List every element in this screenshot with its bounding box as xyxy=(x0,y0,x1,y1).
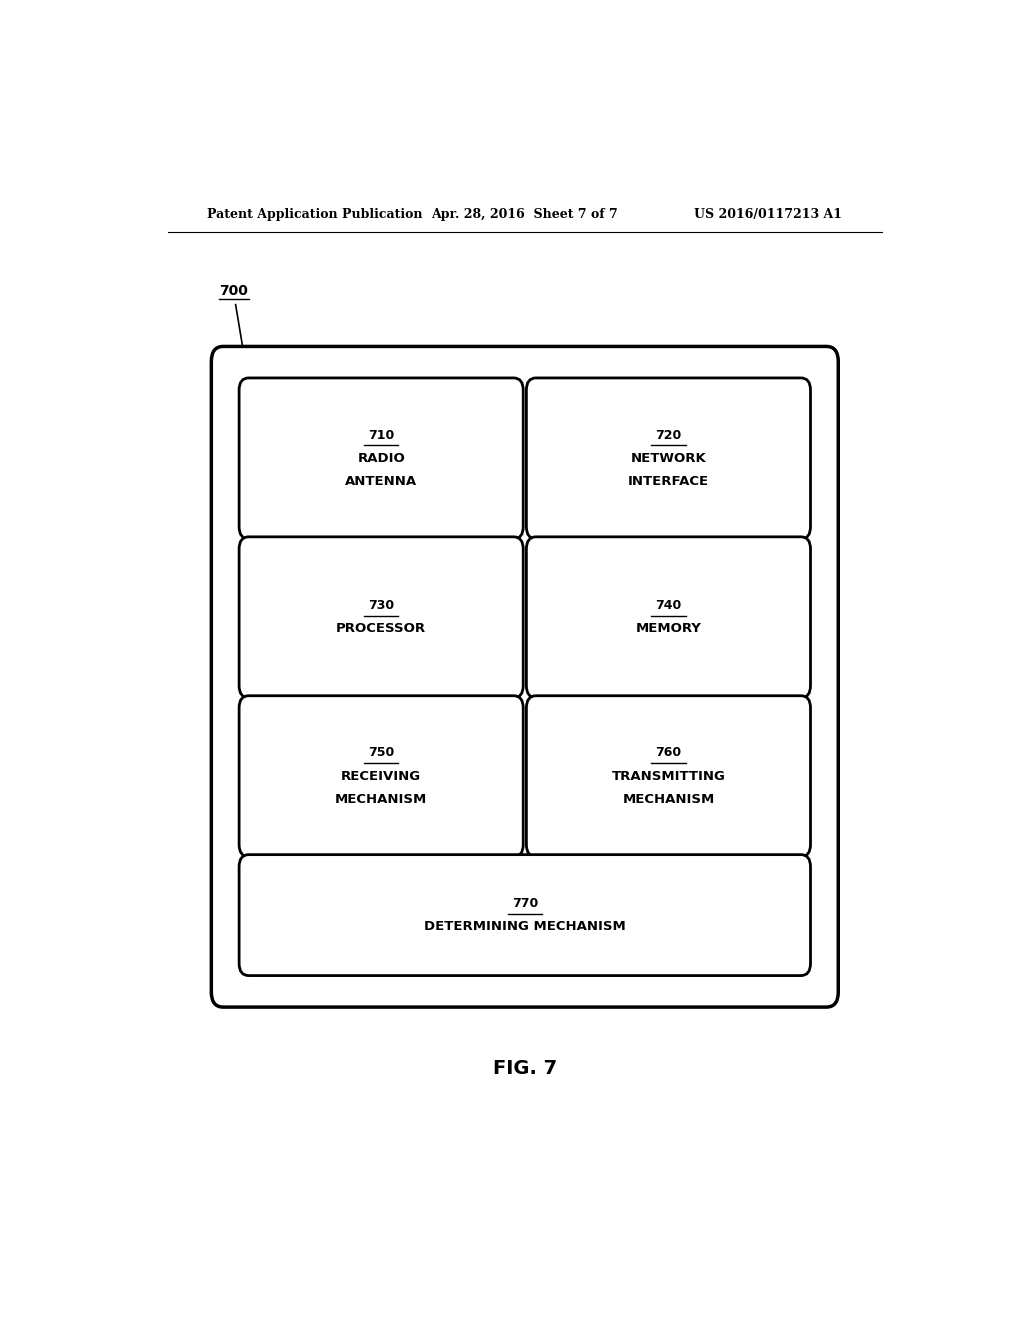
Text: 760: 760 xyxy=(655,746,682,759)
Text: MECHANISM: MECHANISM xyxy=(623,793,715,807)
Text: ANTENNA: ANTENNA xyxy=(345,475,417,488)
Text: 700: 700 xyxy=(219,284,248,297)
Text: 750: 750 xyxy=(368,746,394,759)
Text: Apr. 28, 2016  Sheet 7 of 7: Apr. 28, 2016 Sheet 7 of 7 xyxy=(431,207,618,220)
Text: RECEIVING: RECEIVING xyxy=(341,770,421,783)
FancyBboxPatch shape xyxy=(211,346,839,1007)
Text: PROCESSOR: PROCESSOR xyxy=(336,623,426,635)
FancyBboxPatch shape xyxy=(526,378,811,539)
Text: US 2016/0117213 A1: US 2016/0117213 A1 xyxy=(694,207,842,220)
FancyBboxPatch shape xyxy=(526,696,811,857)
Text: MEMORY: MEMORY xyxy=(636,623,701,635)
Text: MECHANISM: MECHANISM xyxy=(335,793,427,807)
Text: 770: 770 xyxy=(512,896,538,909)
Text: 720: 720 xyxy=(655,429,682,441)
FancyBboxPatch shape xyxy=(526,537,811,698)
Text: DETERMINING MECHANISM: DETERMINING MECHANISM xyxy=(424,920,626,933)
Text: Patent Application Publication: Patent Application Publication xyxy=(207,207,423,220)
Text: 740: 740 xyxy=(655,599,682,612)
FancyBboxPatch shape xyxy=(239,537,523,698)
Text: TRANSMITTING: TRANSMITTING xyxy=(611,770,725,783)
FancyBboxPatch shape xyxy=(239,854,811,975)
Text: INTERFACE: INTERFACE xyxy=(628,475,709,488)
Text: 710: 710 xyxy=(368,429,394,441)
Text: FIG. 7: FIG. 7 xyxy=(493,1059,557,1077)
Text: 730: 730 xyxy=(368,599,394,612)
FancyBboxPatch shape xyxy=(239,696,523,857)
Text: NETWORK: NETWORK xyxy=(631,451,707,465)
FancyBboxPatch shape xyxy=(239,378,523,539)
Text: RADIO: RADIO xyxy=(357,451,406,465)
